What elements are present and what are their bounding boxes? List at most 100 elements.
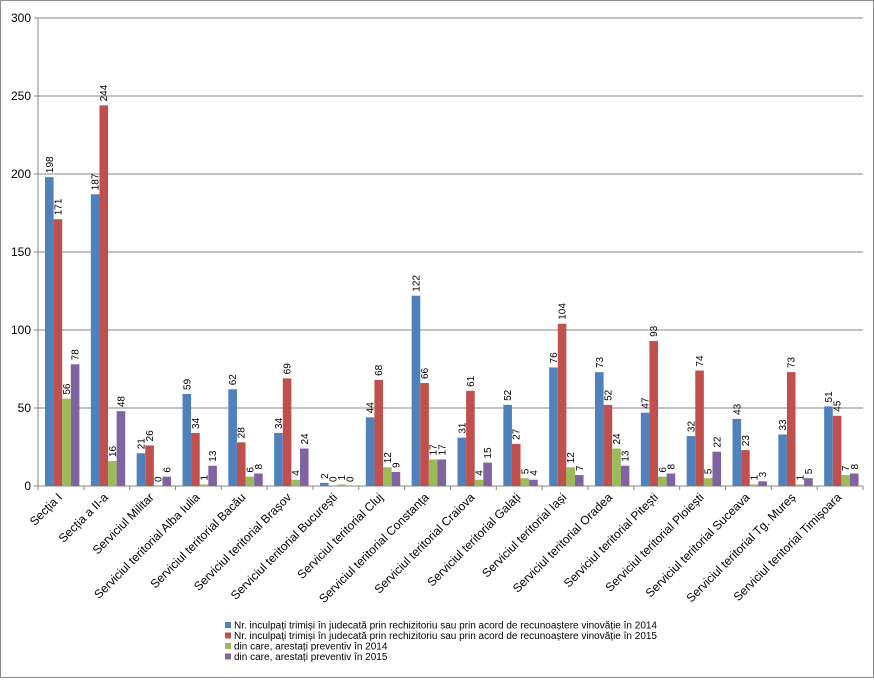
data-label: 15 xyxy=(483,447,494,459)
bar xyxy=(116,411,126,486)
bar xyxy=(428,459,438,486)
bar xyxy=(612,448,621,486)
data-label: 45 xyxy=(833,400,844,412)
data-label: 0 xyxy=(328,476,339,482)
bar xyxy=(640,412,650,486)
y-tick-label: 100 xyxy=(11,323,31,337)
data-label: 104 xyxy=(558,303,569,320)
bar xyxy=(162,476,172,486)
legend-entry: din care, arestați preventiv în 2015 xyxy=(234,652,388,663)
bar xyxy=(437,459,447,486)
data-label: 1 xyxy=(337,474,348,480)
legend-entry: din care, arestați preventiv în 2014 xyxy=(234,642,388,653)
data-label: 7 xyxy=(575,465,586,471)
data-label: 9 xyxy=(391,462,402,468)
bars xyxy=(45,105,859,487)
data-label: 187 xyxy=(91,173,102,190)
bar xyxy=(245,476,255,486)
bar xyxy=(374,379,384,486)
data-label: 22 xyxy=(712,436,723,448)
bar xyxy=(282,378,292,486)
data-label: 8 xyxy=(666,464,677,470)
bar xyxy=(383,467,392,486)
legend-swatch xyxy=(225,632,231,639)
bar xyxy=(732,418,742,486)
bar xyxy=(804,478,813,486)
bar xyxy=(199,484,209,486)
bar xyxy=(832,415,842,486)
bar xyxy=(70,364,80,486)
bar xyxy=(712,451,722,486)
bar xyxy=(666,473,676,486)
bar xyxy=(749,484,759,486)
y-tick-label: 0 xyxy=(24,479,31,493)
data-label: 8 xyxy=(850,464,861,470)
data-label: 5 xyxy=(704,468,715,474)
legend: Nr. inculpați trimiși în judecată prin r… xyxy=(225,621,657,663)
data-label: 13 xyxy=(621,450,632,462)
bar xyxy=(695,370,704,486)
bar xyxy=(603,404,613,486)
bar xyxy=(778,434,787,486)
bar xyxy=(108,461,117,486)
bar xyxy=(99,105,109,487)
data-label: 28 xyxy=(237,427,248,439)
y-tick-label: 300 xyxy=(11,11,31,25)
legend-swatch xyxy=(225,653,231,660)
data-label: 51 xyxy=(824,391,835,403)
data-label: 16 xyxy=(108,445,119,457)
bar xyxy=(45,177,54,486)
bar xyxy=(620,465,630,486)
data-label: 4 xyxy=(529,470,540,476)
data-label: 2 xyxy=(320,473,331,479)
data-label: 24 xyxy=(300,433,311,445)
category-label: Secția I xyxy=(27,490,65,528)
bar xyxy=(503,404,512,486)
gridlines xyxy=(38,17,863,487)
data-label: 66 xyxy=(420,367,431,379)
data-label: 26 xyxy=(145,430,156,442)
data-label: 4 xyxy=(475,470,486,476)
data-label: 1 xyxy=(750,474,761,480)
bar xyxy=(649,340,659,486)
y-tick-label: 50 xyxy=(18,401,32,415)
data-label: 59 xyxy=(182,378,193,390)
bar xyxy=(411,295,421,486)
data-label: 24 xyxy=(612,433,623,445)
bar xyxy=(849,473,859,486)
data-label: 31 xyxy=(457,422,468,434)
data-label: 0 xyxy=(346,476,357,482)
y-tick-label: 150 xyxy=(11,245,31,259)
data-label: 1 xyxy=(795,474,806,480)
bar xyxy=(228,389,237,486)
bar xyxy=(466,390,475,486)
category-label: Serviciul teritorial Cluj xyxy=(294,490,385,581)
bar xyxy=(566,467,575,486)
data-label: 52 xyxy=(503,389,514,401)
data-label: 73 xyxy=(595,357,606,369)
bar xyxy=(795,484,805,486)
bar xyxy=(53,219,63,487)
data-label: 74 xyxy=(695,355,706,367)
data-label: 8 xyxy=(254,464,265,470)
bar xyxy=(511,443,521,486)
data-label: 6 xyxy=(658,467,669,473)
data-label: 12 xyxy=(566,452,577,464)
data-label: 27 xyxy=(512,428,523,440)
bar xyxy=(208,465,217,486)
data-label: 23 xyxy=(741,435,752,447)
data-label: 5 xyxy=(520,468,531,474)
data-label: 17 xyxy=(437,444,448,456)
data-label: 171 xyxy=(53,198,64,215)
bar xyxy=(391,471,401,486)
bar xyxy=(824,406,833,486)
bar xyxy=(274,432,283,486)
data-label: 69 xyxy=(283,363,294,375)
data-label: 68 xyxy=(374,364,385,376)
data-label: 34 xyxy=(191,417,202,429)
